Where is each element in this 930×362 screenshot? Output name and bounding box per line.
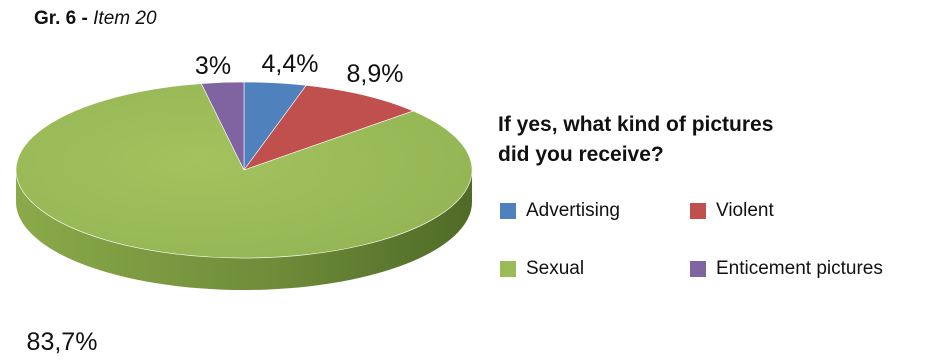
legend-item-violent: Violent: [690, 200, 774, 222]
chart-title-line-2: did you receive?: [498, 140, 878, 170]
legend-swatch-advertising: [500, 203, 516, 219]
legend-label-enticement: Enticement pictures: [716, 258, 883, 280]
legend-label-violent: Violent: [716, 200, 774, 222]
chart-title-line-1: If yes, what kind of pictures: [498, 110, 878, 140]
legend: Advertising Violent Sexual Enticement pi…: [500, 200, 930, 300]
pct-label-sexual: 83,7%: [27, 328, 98, 356]
legend-item-enticement: Enticement pictures: [690, 258, 883, 280]
pct-label-violent: 8,9%: [347, 60, 404, 88]
legend-swatch-violent: [690, 203, 706, 219]
legend-item-sexual: Sexual: [500, 258, 584, 280]
chart-title: If yes, what kind of pictures did you re…: [498, 110, 878, 170]
legend-swatch-sexual: [500, 261, 516, 277]
legend-item-advertising: Advertising: [500, 200, 620, 222]
legend-swatch-enticement: [690, 261, 706, 277]
pct-label-enticement: 3%: [195, 52, 231, 80]
legend-label-sexual: Sexual: [526, 258, 584, 280]
legend-label-advertising: Advertising: [526, 200, 620, 222]
pct-label-advertising: 4,4%: [262, 50, 319, 78]
